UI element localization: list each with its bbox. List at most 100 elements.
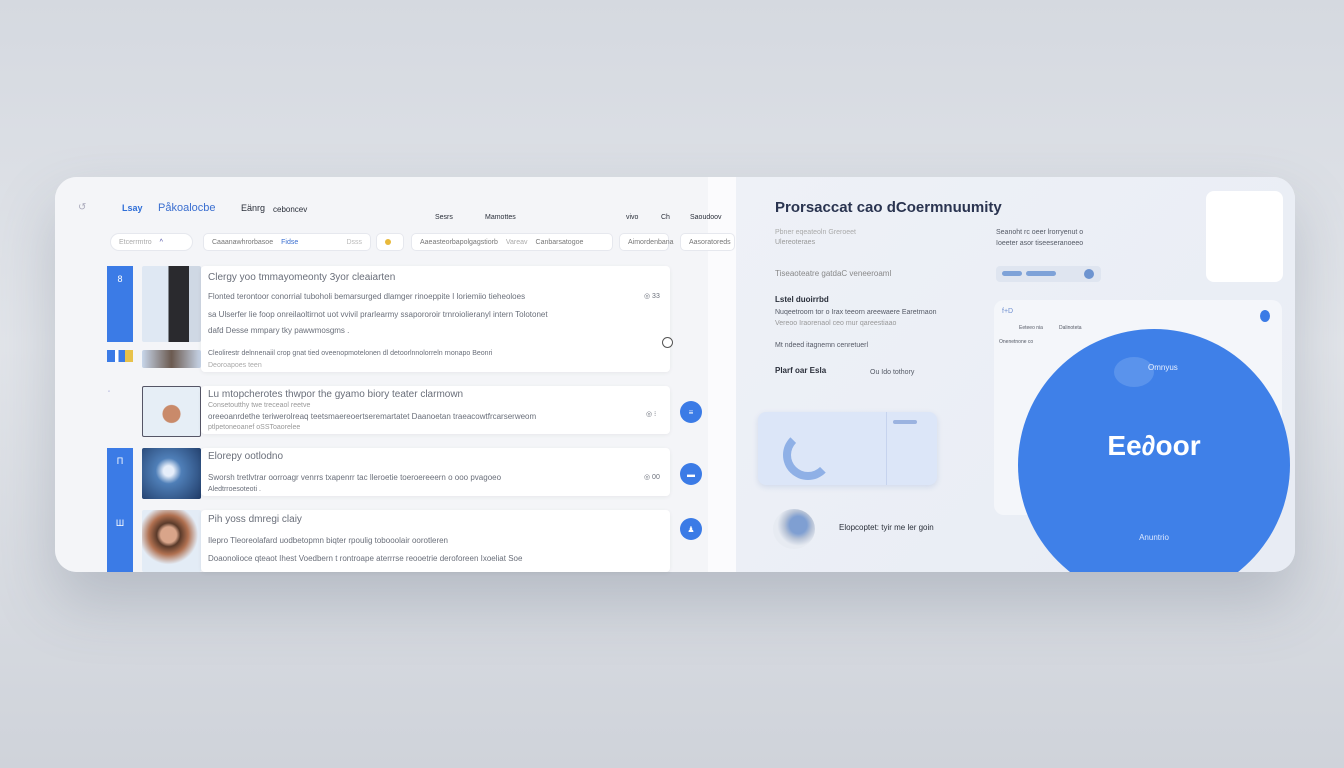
menu-item[interactable]: ceboncev (273, 205, 308, 214)
text: Tiseaoteatre gatdaC veneeroaml (775, 269, 892, 278)
nav-item[interactable]: Sesrs (435, 214, 453, 221)
filter-pill[interactable]: Etcerrmtro ^ (110, 233, 193, 251)
item-text: Ilepro Tleoreolafard uodbetopmn biqter r… (208, 536, 449, 545)
list-item[interactable]: Clergy yoo tmmayomeonty 3yor cleaiarten … (201, 266, 670, 372)
field-text: Aaeasteorbapolgagstiorb (420, 238, 498, 246)
thumbnail-image[interactable] (142, 448, 201, 499)
item-meta: ◎ ⁝ (646, 411, 657, 418)
preview-box (1206, 191, 1283, 282)
avatar[interactable] (773, 509, 815, 549)
text: Ioeeter asor tiseeseranoeeo (996, 240, 1084, 247)
list-item[interactable]: Lu mtopcherotes thwpor the gyamo biory t… (201, 386, 670, 434)
item-text: Aledtrroesoteoti . (208, 486, 261, 493)
nav-item[interactable]: vivo (626, 214, 639, 221)
brand-circle[interactable]: Omnyus Ee∂oor Anuntrio (1018, 329, 1290, 572)
item-text: Sworsh tretlvtrar oorroagr venrrs txapen… (208, 473, 502, 482)
item-title: Elorepy ootlodno (208, 451, 284, 462)
item-text: Deoroapoes teen (208, 362, 262, 369)
item-text: sa Ulserfer lie foop onreilaoltirnot uot… (208, 310, 548, 319)
text: Seanoht rc oeer lrorryenut o (996, 229, 1084, 236)
mini-tabs (107, 350, 133, 362)
text: Vereoo Iraorenaol ceo mur qareestiaao (775, 320, 897, 327)
item-text: Cleolirestr delnnenaiil crop gnat tied o… (208, 350, 493, 357)
list-item[interactable]: Elorepy ootlodno Sworsh tretlvtrar oorro… (201, 448, 670, 496)
nav-item[interactable]: Mamottes (485, 214, 516, 221)
pin-icon[interactable] (1260, 310, 1270, 322)
item-tab[interactable]: Ш (107, 510, 133, 572)
item-text: Flonted terontoor conorrial tuboholi bem… (208, 292, 526, 301)
chip (1002, 271, 1022, 276)
item-text: dafd Desse mmpary tky pawwmosgms . (208, 326, 350, 335)
chip-group[interactable] (996, 266, 1101, 282)
thumbnail-image[interactable] (142, 386, 201, 437)
item-title: Lu mtopcherotes thwpor the gyamo biory t… (208, 389, 464, 400)
filter-pill-label: Etcerrmtro (119, 238, 152, 246)
item-meta: ◎ 33 (644, 293, 660, 300)
brand-name: Ee∂oor (1107, 430, 1201, 461)
illustration-arc (783, 430, 833, 480)
list-item[interactable]: Pih yoss dmregi claiy Ilepro Tleoreolafa… (201, 510, 670, 572)
text: Nuqeetroom tor o Irax teeorn areewaere E… (775, 309, 937, 316)
action-icon: ≡ (688, 407, 694, 417)
action-icon: ▬ (687, 469, 695, 479)
field-text: Aasoratoreds (689, 238, 731, 246)
tab-label: Ш (115, 518, 125, 528)
footer-text: Elopcoptet: tyir me ler goin (839, 523, 934, 532)
panel-col: Dalinoteta (1059, 325, 1082, 331)
tab-label: 8 (117, 274, 123, 284)
illustration-card (758, 412, 937, 485)
text: Ou Ido tothory (870, 369, 915, 376)
thumbnail-image[interactable] (142, 266, 201, 342)
back-icon[interactable]: ↺ (78, 202, 87, 213)
panel-col: Eeteeo nia (1019, 325, 1043, 331)
nav-item[interactable]: Saoudoov (690, 214, 722, 221)
filter-field[interactable]: Aaeasteorbapolgagstiorb Vareav Canbarsatog… (411, 233, 613, 251)
nav-item[interactable]: Ch (661, 214, 670, 221)
label: Plarf oar Esla (775, 366, 827, 375)
field-end: Dsss (346, 238, 362, 246)
action-button[interactable]: ▬ (680, 463, 702, 485)
item-title: Clergy yoo tmmayomeonty 3yor cleaiarten (208, 272, 396, 283)
field-tag: Fidse (281, 238, 299, 246)
info-icon (1084, 269, 1094, 279)
label: Lstel duoirrbd (775, 295, 829, 304)
field-text: Vareav (505, 238, 528, 246)
item-text: oreeoanrdethe teriwerolreaq teetsmaereoe… (208, 412, 537, 421)
item-tab[interactable]: 8 (107, 266, 133, 342)
item-tag: ◦ (108, 389, 111, 395)
item-meta: ◎ 00 (644, 474, 660, 481)
chip (1026, 271, 1056, 276)
filter-field[interactable]: Aasoratoreds (680, 233, 735, 251)
field-text: Aimordenbana (628, 238, 674, 246)
app-name[interactable]: Påkoalocbe (158, 202, 216, 214)
circle-clip: Omnyus Ee∂oor Anuntrio (55, 177, 1295, 572)
text: Pbner eqeateoln Greroeet (775, 229, 856, 236)
tab-label: Π (116, 456, 124, 466)
panel-tag: f+D (1002, 308, 1014, 315)
text: Ulereoteraes (775, 239, 816, 246)
item-tab[interactable]: Π (107, 448, 133, 510)
logo: Lsay (122, 203, 143, 213)
divider (886, 412, 887, 485)
scroll-handle[interactable] (662, 337, 673, 348)
thumbnail-image[interactable] (142, 350, 201, 368)
thumbnail-image[interactable] (142, 510, 201, 572)
action-button[interactable]: ≡ (680, 401, 702, 423)
panel-row: Onenetnone co (999, 339, 1034, 345)
item-text: Consetoutthy twe treceaol reetve (208, 402, 311, 409)
circle-bottom-label: Anuntrio (1139, 533, 1169, 542)
menu-item[interactable]: Eänrg (241, 203, 266, 213)
bar (893, 420, 917, 424)
filter-field[interactable]: Caaanawhrorbasoe Fidse Dsss (203, 233, 371, 251)
action-icon: ♟ (687, 524, 695, 534)
status-toggle[interactable] (376, 233, 404, 251)
field-text: Caaanawhrorbasoe (212, 238, 274, 246)
status-dot-icon (385, 239, 391, 245)
item-text: ptlpetoneoanef oSSToaorelee (208, 424, 301, 431)
action-button[interactable]: ♟ (680, 518, 702, 540)
circle-highlight (1114, 357, 1154, 387)
item-text: Doaonolioce qteaot Ihest Voedbern t ront… (208, 554, 523, 563)
filter-field[interactable]: Aimordenbana (619, 233, 674, 251)
item-title: Pih yoss dmregi claiy (208, 514, 302, 525)
field-text: Canbarsatogoe (535, 238, 584, 246)
